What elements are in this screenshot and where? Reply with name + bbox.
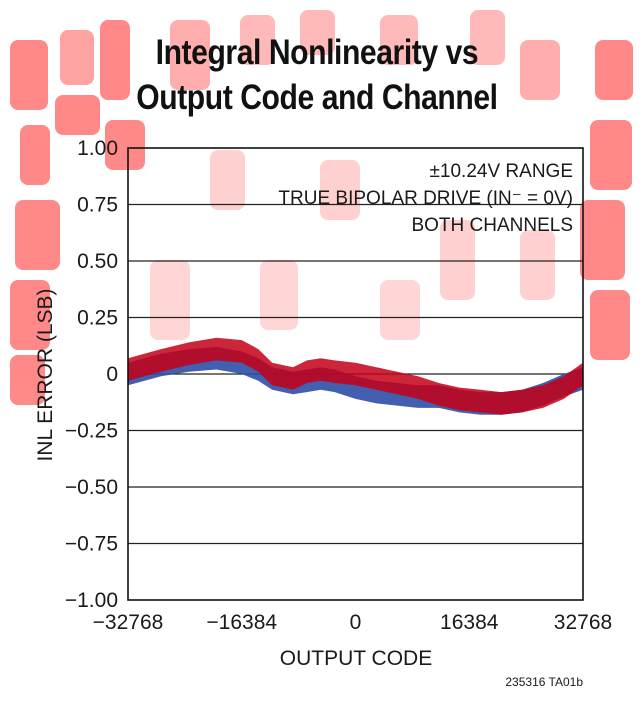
chart-title-line-2: Output Code and Channel <box>136 78 498 117</box>
annotation-channels: BOTH CHANNELS <box>411 215 573 236</box>
x-tick-label-0: −32768 <box>93 611 164 634</box>
chart-title-line-1: Integral Nonlinearity vs <box>155 33 479 72</box>
x-tick-label-2: 0 <box>350 611 362 634</box>
y-tick-label-5: −0.25 <box>65 420 118 443</box>
x-tick-label-4: 32768 <box>554 611 612 634</box>
y-tick-label-4: 0 <box>106 363 118 386</box>
y-tick-label-0: 1.00 <box>77 137 118 160</box>
plot-frame <box>127 147 584 601</box>
y-tick-label-1: 0.75 <box>77 194 118 217</box>
series-band-1 <box>128 337 583 415</box>
y-tick-label-2: 0.50 <box>77 250 118 273</box>
y-tick-label-7: −0.75 <box>65 533 118 556</box>
tick-labels: 1.00 0.75 0.50 0.25 0 −0.25 −0.50 −0.75 −1.00−32… <box>65 137 612 634</box>
x-axis-label: OUTPUT CODE <box>280 647 432 670</box>
annotation-drive: TRUE BIPOLAR DRIVE (IN⁻ = 0V) <box>278 188 573 209</box>
y-tick-label-6: −0.50 <box>65 476 118 499</box>
y-axis-label: INL ERROR (LSB) <box>34 288 57 461</box>
y-tick-label-3: 0.25 <box>77 307 118 330</box>
figure-id: 235316 TA01b <box>505 675 583 689</box>
grid-layer <box>128 203 583 545</box>
x-tick-label-1: −16384 <box>206 611 277 634</box>
plot-border <box>127 147 584 601</box>
data-layer <box>128 337 583 415</box>
annotation-range: ±10.24V RANGE <box>430 161 574 182</box>
x-tick-label-3: 16384 <box>440 611 499 634</box>
y-tick-label-8: −1.00 <box>65 589 118 612</box>
